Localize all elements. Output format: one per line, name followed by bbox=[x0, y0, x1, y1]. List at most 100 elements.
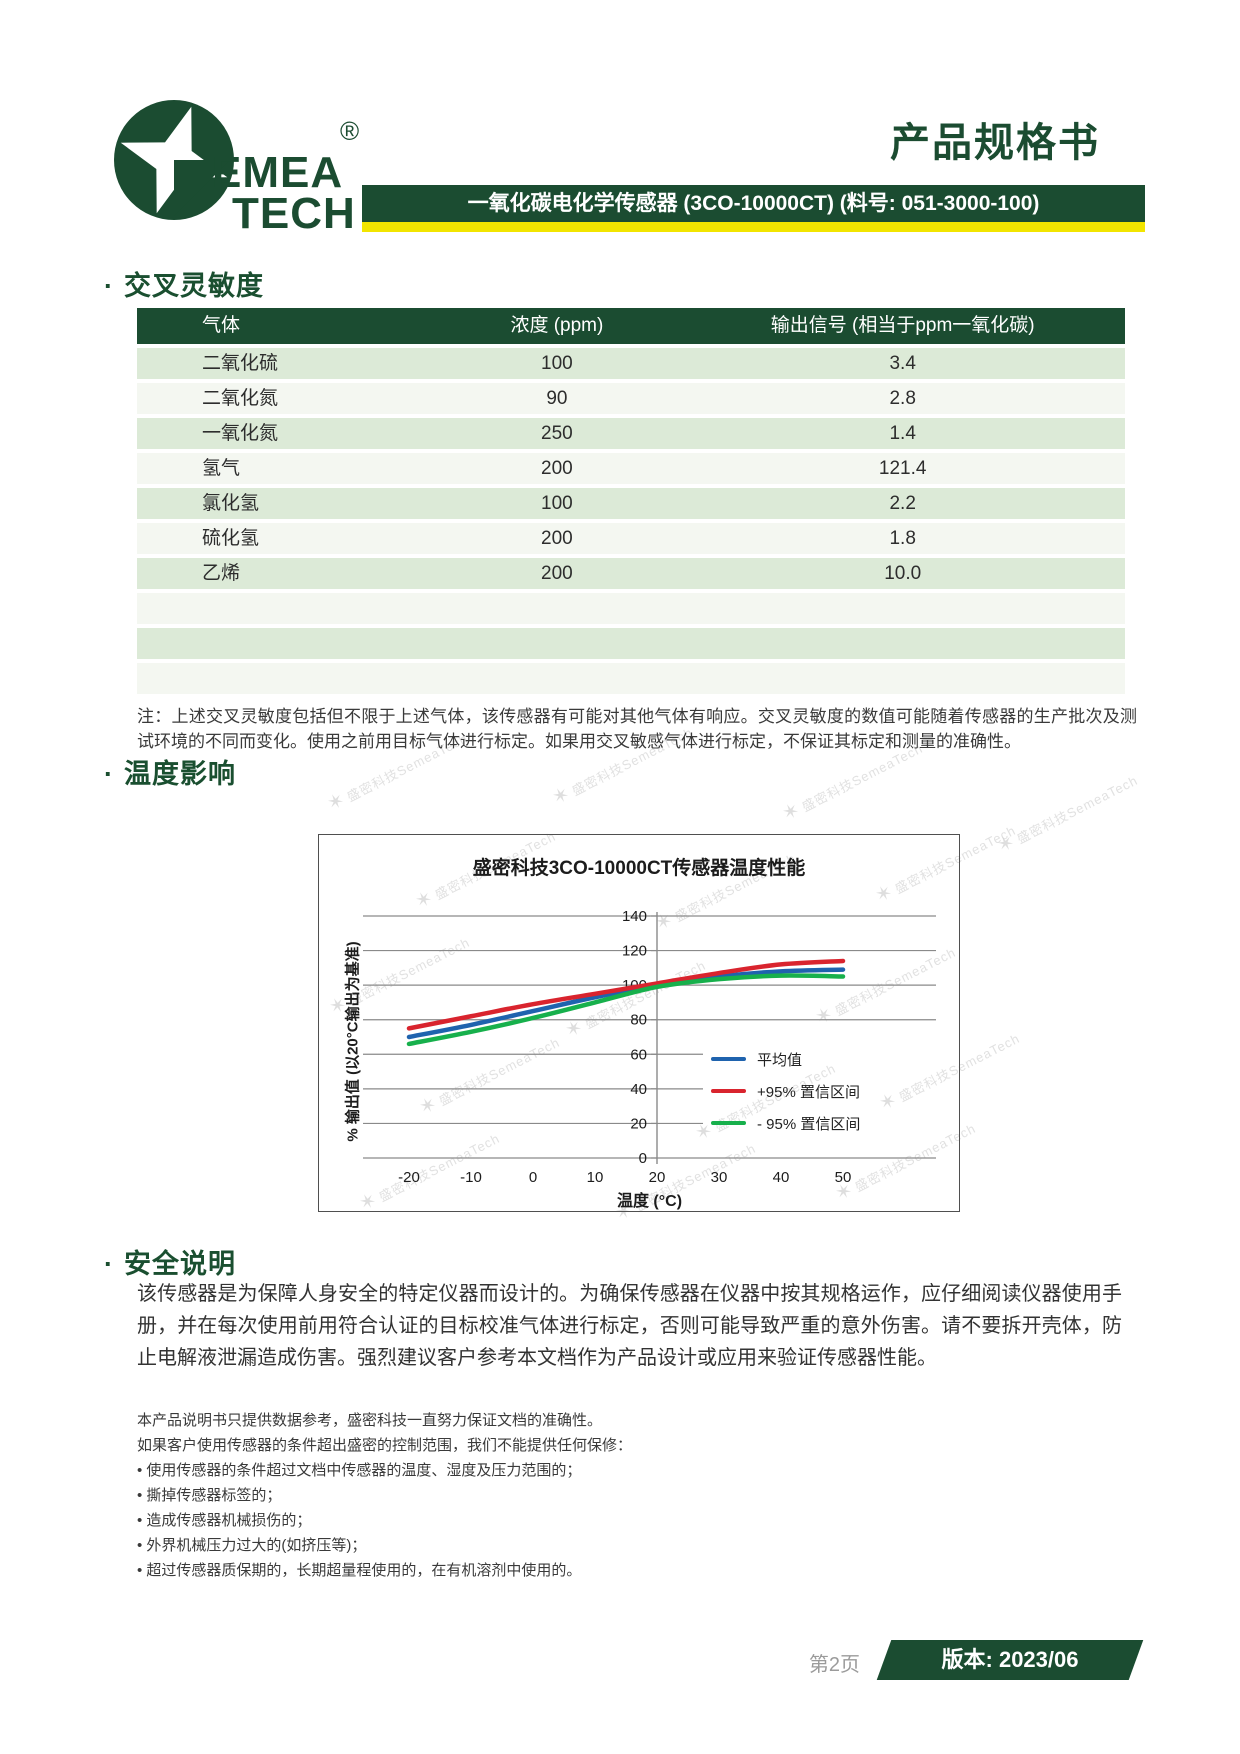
table-row bbox=[137, 593, 1125, 624]
legend-label: - 95% 置信区间 bbox=[757, 1115, 861, 1133]
y-tick-label: 0 bbox=[639, 1150, 647, 1167]
version-text: 版本: 2023/06 bbox=[941, 1647, 1079, 1672]
x-tick-label: 50 bbox=[835, 1169, 852, 1186]
x-tick-label: 0 bbox=[529, 1169, 537, 1186]
semeatech-logo: EMEA TECH ® bbox=[108, 92, 378, 238]
table-header-cell: 气体 bbox=[202, 315, 241, 336]
disclaimer-line: • 撕掉传感器标签的； bbox=[137, 1487, 282, 1504]
svg-text:EMEA: EMEA bbox=[212, 148, 343, 197]
table-cell: 100 bbox=[541, 353, 573, 374]
watermark-text: 盛密科技SemeaTech bbox=[1014, 772, 1141, 847]
disclaimer-line: • 使用传感器的条件超过文档中传感器的温度、湿度及压力范围的； bbox=[137, 1462, 582, 1479]
product-title-bar: 一氧化碳电化学传感器 (3CO-10000CT) (料号: 051-3000-1… bbox=[362, 185, 1145, 222]
legend-item: - 95% 置信区间 bbox=[711, 1107, 860, 1139]
table-cell bbox=[137, 628, 433, 659]
page-number: 第2页 bbox=[808, 1654, 860, 1676]
table-cell bbox=[433, 663, 680, 694]
y-tick-label: 60 bbox=[630, 1046, 647, 1063]
legend-label: 平均值 bbox=[757, 1051, 803, 1069]
disclaimer-line: • 造成传感器机械损伤的； bbox=[137, 1512, 312, 1529]
yellow-accent-stripe bbox=[362, 222, 1145, 232]
table-header-cell: 输出信号 (相当于ppm一氧化碳) bbox=[770, 315, 1035, 336]
table-cell bbox=[680, 628, 1125, 659]
legend-item: 平均值 bbox=[711, 1043, 860, 1075]
table-cell: 2.8 bbox=[889, 388, 916, 409]
x-tick-label: 10 bbox=[587, 1169, 604, 1186]
table-cell bbox=[680, 663, 1125, 694]
table-cell: 乙烯 bbox=[202, 563, 241, 584]
table-cell: 100 bbox=[541, 493, 573, 514]
table-cell: 1.4 bbox=[889, 423, 916, 444]
bullet-dot: · bbox=[104, 1249, 114, 1279]
disclaimer-list: 本产品说明书只提供数据参考，盛密科技一直努力保证文档的准确性。如果客户使用传感器… bbox=[137, 1408, 897, 1583]
chart-x-axis-label: 温度 (°C) bbox=[616, 1193, 683, 1210]
disclaimer-line: • 外界机械压力过大的(如挤压等)； bbox=[137, 1537, 367, 1554]
section-title-text: 安全说明 bbox=[124, 1249, 236, 1279]
table-cell: 二氧化硫 bbox=[202, 353, 279, 374]
table-cell: 3.4 bbox=[889, 353, 916, 374]
version-badge: 版本: 2023/06 bbox=[876, 1640, 1144, 1680]
table-cell bbox=[680, 593, 1125, 624]
y-tick-label: 20 bbox=[630, 1115, 647, 1132]
table-cell: 硫化氢 bbox=[202, 528, 260, 549]
table-cell: 200 bbox=[541, 563, 573, 584]
table-header-row: 气体 浓度 (ppm) 输出信号 (相当于ppm一氧化碳) bbox=[137, 308, 1125, 344]
table-row bbox=[137, 663, 1125, 694]
series-line-- 95% 置信区间 bbox=[406, 973, 846, 1047]
temperature-chart: 盛密科技3CO-10000CT传感器温度性能 % 输出值 (以20°C输出为基准… bbox=[318, 834, 960, 1212]
table-cell: 200 bbox=[541, 458, 573, 479]
x-tick-label: 20 bbox=[649, 1169, 666, 1186]
legend-line-swatch bbox=[711, 1057, 746, 1061]
safety-paragraph: 该传感器是为保障人身安全的特定仪器而设计的。为确保传感器在仪器中按其规格运作，应… bbox=[137, 1283, 1122, 1369]
svg-text:TECH: TECH bbox=[232, 189, 356, 234]
table-cell: 200 bbox=[541, 528, 573, 549]
table-cell: 121.4 bbox=[878, 458, 927, 479]
table-cell: 二氧化氮 bbox=[202, 388, 279, 409]
table-cell bbox=[137, 663, 433, 694]
cross-sensitivity-table: 气体 浓度 (ppm) 输出信号 (相当于ppm一氧化碳) 二氧化硫 100 3.4 二氧… bbox=[137, 308, 1125, 698]
table-row bbox=[137, 628, 1125, 659]
table-header-cell: 浓度 (ppm) bbox=[510, 315, 604, 336]
table-note: 注：上述交叉灵敏度包括但不限于上述气体，该传感器有可能对其他气体有响应。交叉灵敏… bbox=[137, 707, 1137, 751]
table-cell: 10.0 bbox=[884, 563, 922, 584]
section-heading-temperature: · 温度影响 bbox=[104, 752, 236, 791]
legend-item: +95% 置信区间 bbox=[711, 1075, 860, 1107]
bullet-dot: · bbox=[104, 271, 114, 301]
disclaimer-line: • 超过传感器质保期的，长期超量程使用的，在有机溶剂中使用的。 bbox=[137, 1562, 582, 1579]
section-heading-safety: · 安全说明 bbox=[104, 1242, 236, 1281]
table-cell: 2.2 bbox=[889, 493, 916, 514]
table-row: 硫化氢 200 1.8 bbox=[137, 523, 1125, 554]
table-cell: 90 bbox=[546, 388, 568, 409]
y-tick-label: 40 bbox=[630, 1081, 647, 1098]
table-row: 二氧化氮 90 2.8 bbox=[137, 383, 1125, 414]
brand-watermark: ✶盛密科技SemeaTech bbox=[993, 766, 1142, 858]
x-tick-label: 30 bbox=[711, 1169, 728, 1186]
series-line-+95% 置信区间 bbox=[406, 958, 846, 1031]
section-title-text: 温度影响 bbox=[124, 759, 236, 789]
section-title-text: 交叉灵敏度 bbox=[124, 271, 264, 301]
cross-table-body: 二氧化硫 100 3.4 二氧化氮 90 2.8 一氧化氮 250 1.4 氢气 200 121.4 氯… bbox=[137, 348, 1125, 694]
table-cell bbox=[433, 628, 680, 659]
table-cell: 1.8 bbox=[889, 528, 916, 549]
x-tick-label: -20 bbox=[398, 1169, 420, 1186]
document-title: 产品规格书 bbox=[890, 121, 1100, 165]
table-row: 一氧化氮 250 1.4 bbox=[137, 418, 1125, 449]
chart-legend: 平均值 +95% 置信区间 - 95% 置信区间 bbox=[711, 1043, 860, 1139]
table-cell bbox=[433, 593, 680, 624]
table-cell: 250 bbox=[541, 423, 573, 444]
legend-line-swatch bbox=[711, 1121, 746, 1125]
bullet-dot: · bbox=[104, 759, 114, 789]
table-row: 氯化氢 100 2.2 bbox=[137, 488, 1125, 519]
disclaimer-line: 如果客户使用传感器的条件超出盛密的控制范围，我们不能提供任何保修： bbox=[137, 1437, 633, 1454]
legend-line-swatch bbox=[711, 1089, 746, 1093]
legend-label: +95% 置信区间 bbox=[757, 1083, 860, 1101]
disclaimer-line: 本产品说明书只提供数据参考，盛密科技一直努力保证文档的准确性。 bbox=[137, 1412, 603, 1429]
x-tick-label: 40 bbox=[773, 1169, 790, 1186]
table-cell: 氢气 bbox=[202, 458, 241, 479]
section-heading-cross-sensitivity: · 交叉灵敏度 bbox=[104, 264, 264, 303]
table-row: 二氧化硫 100 3.4 bbox=[137, 348, 1125, 379]
table-cell bbox=[137, 593, 433, 624]
table-cell: 氯化氢 bbox=[202, 493, 260, 514]
